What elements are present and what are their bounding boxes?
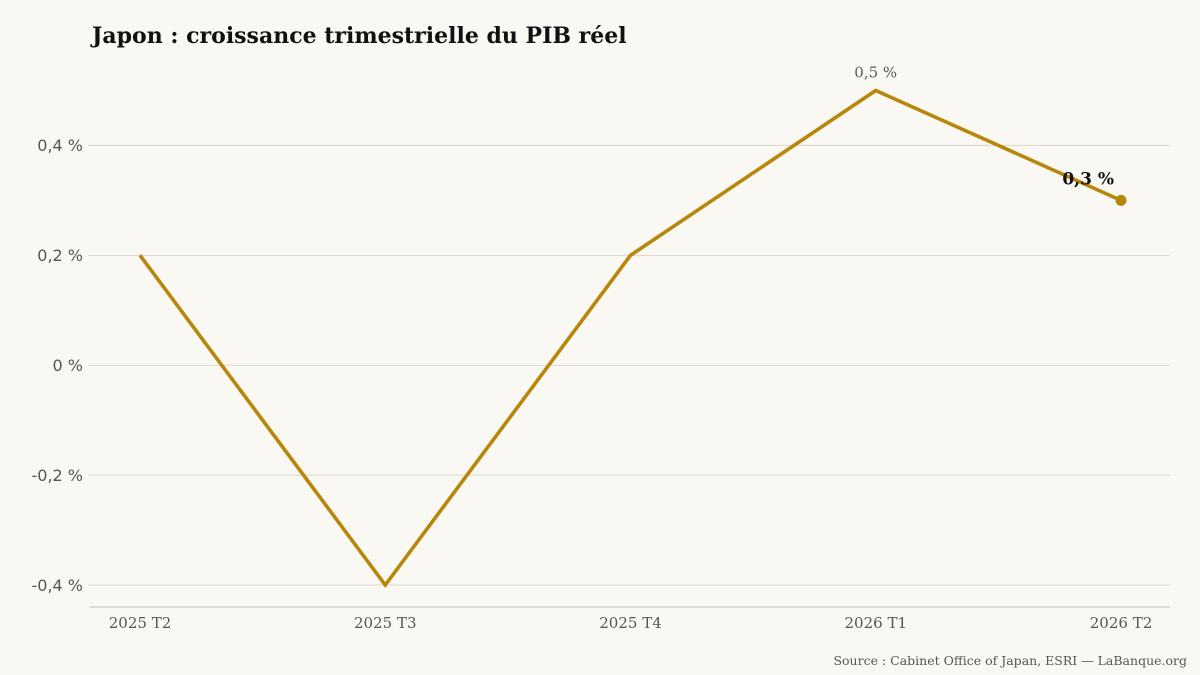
x-axis-tick-labels: 2025 T2 2025 T3 2025 T4 2026 T1 2026 T2 <box>109 614 1153 632</box>
x-tick-label: 2026 T1 <box>845 614 908 632</box>
end-point-marker <box>1115 194 1127 206</box>
y-axis-tick-labels: 0,4 % 0,2 % 0 % -0,2 % -0,4 % <box>31 136 83 595</box>
x-tick-label: 2026 T2 <box>1090 614 1153 632</box>
x-tick-label: 2025 T2 <box>109 614 172 632</box>
x-tick-label: 2025 T3 <box>354 614 417 632</box>
data-label: 0,3 % <box>1062 169 1114 189</box>
y-tick-label: -0,2 % <box>31 466 83 485</box>
y-tick-label: 0,2 % <box>37 246 83 265</box>
y-tick-label: 0 % <box>53 356 83 375</box>
y-gridlines <box>88 144 1170 586</box>
chart-title: Japon : croissance trimestrielle du PIB … <box>90 23 627 49</box>
y-tick-label: 0,4 % <box>37 136 83 155</box>
data-labels: 0,5 % 0,3 % <box>854 63 1114 189</box>
y-tick-label: -0,4 % <box>31 576 83 595</box>
series-group <box>138 88 1127 589</box>
x-tick-label: 2025 T4 <box>599 614 662 632</box>
data-label: 0,5 % <box>854 63 897 81</box>
source-note: Source : Cabinet Office of Japan, ESRI —… <box>833 653 1187 668</box>
series-line <box>138 88 1122 589</box>
